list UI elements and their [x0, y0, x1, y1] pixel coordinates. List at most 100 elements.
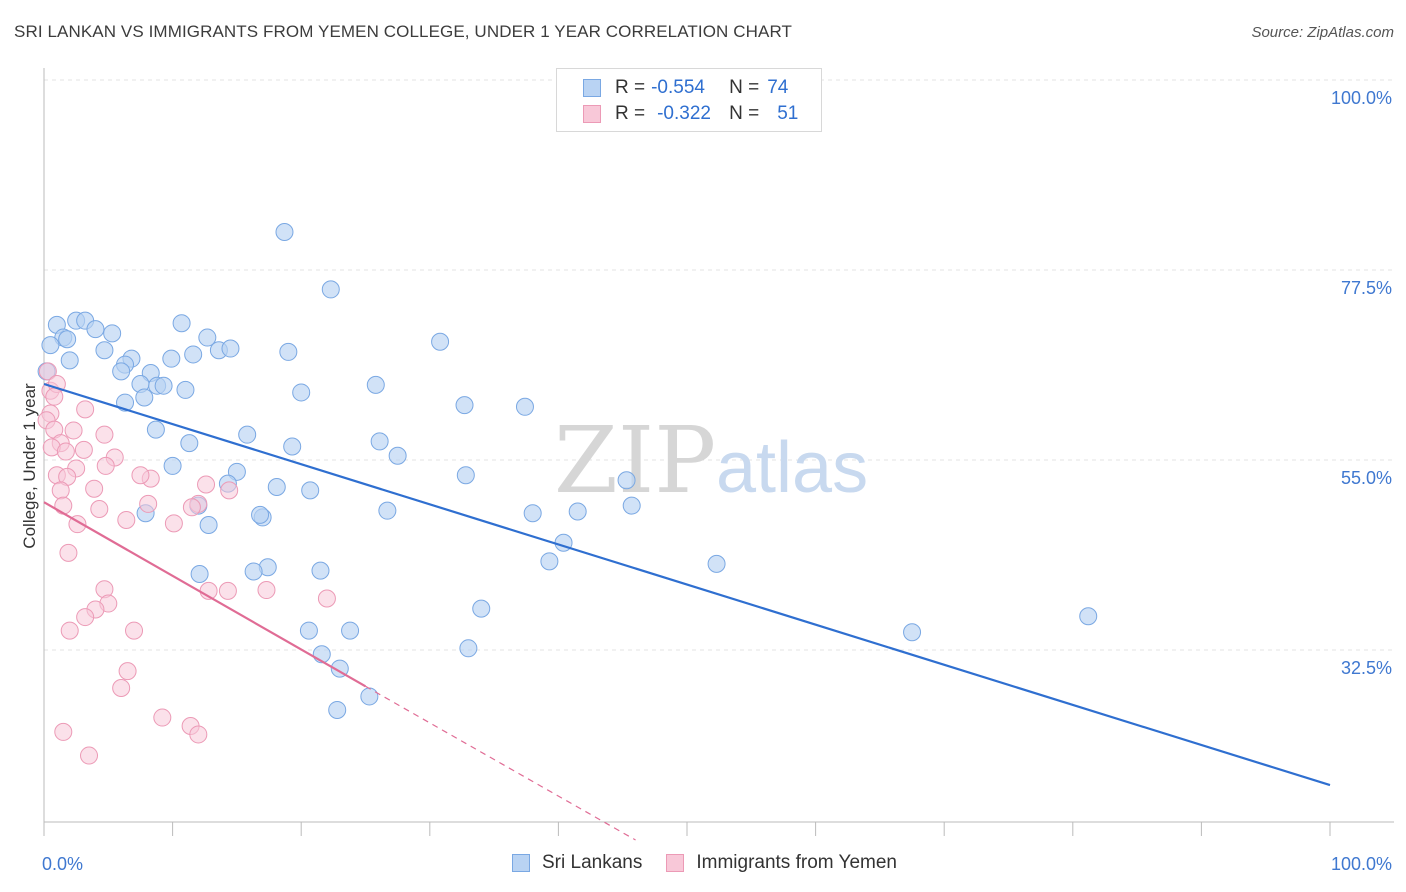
data-point-sri-lankans[interactable]	[95, 341, 114, 360]
data-point-immigrants-from-yemen[interactable]	[131, 466, 150, 485]
data-point-sri-lankans[interactable]	[341, 621, 360, 640]
data-point-sri-lankans[interactable]	[41, 336, 60, 355]
data-point-immigrants-from-yemen[interactable]	[54, 496, 73, 515]
data-point-sri-lankans[interactable]	[431, 332, 450, 351]
data-point-immigrants-from-yemen[interactable]	[317, 589, 336, 608]
data-point-sri-lankans[interactable]	[622, 496, 641, 515]
data-point-sri-lankans[interactable]	[455, 396, 474, 415]
data-point-sri-lankans[interactable]	[199, 516, 218, 535]
data-point-immigrants-from-yemen[interactable]	[96, 456, 115, 475]
data-point-sri-lankans[interactable]	[328, 700, 347, 719]
data-point-sri-lankans[interactable]	[456, 466, 475, 485]
data-point-immigrants-from-yemen[interactable]	[90, 499, 109, 518]
data-point-sri-lankans[interactable]	[617, 471, 636, 490]
data-point-sri-lankans[interactable]	[198, 328, 217, 347]
legend-swatch-blue	[512, 854, 530, 872]
data-point-sri-lankans[interactable]	[1079, 607, 1098, 626]
data-point-immigrants-from-yemen[interactable]	[38, 362, 57, 381]
series-legend: Sri Lankans Immigrants from Yemen	[512, 852, 921, 874]
data-point-sri-lankans[interactable]	[366, 375, 385, 394]
data-point-sri-lankans[interactable]	[360, 687, 379, 706]
legend-r-value: -0.322	[657, 103, 711, 124]
data-point-sri-lankans[interactable]	[238, 425, 257, 444]
data-point-sri-lankans[interactable]	[707, 554, 726, 573]
data-point-sri-lankans[interactable]	[283, 437, 302, 456]
data-point-immigrants-from-yemen[interactable]	[118, 662, 137, 681]
data-point-sri-lankans[interactable]	[180, 434, 199, 453]
data-point-immigrants-from-yemen[interactable]	[182, 498, 201, 517]
data-point-immigrants-from-yemen[interactable]	[56, 442, 75, 461]
x-tick-label: 0.0%	[42, 854, 83, 874]
data-point-immigrants-from-yemen[interactable]	[153, 708, 172, 727]
data-point-sri-lankans[interactable]	[244, 562, 263, 581]
data-point-immigrants-from-yemen[interactable]	[59, 543, 78, 562]
data-point-immigrants-from-yemen[interactable]	[125, 621, 144, 640]
data-point-immigrants-from-yemen[interactable]	[117, 510, 136, 529]
data-point-sri-lankans[interactable]	[135, 388, 154, 407]
data-point-sri-lankans[interactable]	[162, 349, 181, 368]
data-point-immigrants-from-yemen[interactable]	[139, 494, 158, 513]
data-point-sri-lankans[interactable]	[103, 324, 122, 343]
data-point-sri-lankans[interactable]	[299, 621, 318, 640]
data-point-immigrants-from-yemen[interactable]	[80, 746, 99, 765]
data-point-immigrants-from-yemen[interactable]	[54, 722, 73, 741]
data-point-immigrants-from-yemen[interactable]	[64, 421, 83, 440]
data-point-sri-lankans[interactable]	[184, 345, 203, 364]
data-point-sri-lankans[interactable]	[321, 280, 340, 299]
data-point-sri-lankans[interactable]	[903, 623, 922, 642]
data-point-sri-lankans[interactable]	[515, 397, 534, 416]
watermark-zip: ZIP	[554, 407, 716, 514]
data-point-immigrants-from-yemen[interactable]	[189, 725, 208, 744]
data-point-sri-lankans[interactable]	[472, 599, 491, 618]
data-point-sri-lankans[interactable]	[267, 478, 286, 497]
data-point-immigrants-from-yemen[interactable]	[220, 481, 239, 500]
series-sri-lankans	[37, 223, 1098, 719]
data-point-sri-lankans[interactable]	[388, 446, 407, 465]
x-tick-label: 100.0%	[1331, 854, 1392, 874]
data-point-sri-lankans[interactable]	[146, 420, 165, 439]
data-point-sri-lankans[interactable]	[172, 314, 191, 333]
legend-item-sri-lankans[interactable]: Sri Lankans	[512, 852, 642, 874]
data-point-sri-lankans[interactable]	[370, 432, 389, 451]
data-point-immigrants-from-yemen[interactable]	[257, 581, 276, 600]
legend-n-label: N =	[729, 77, 760, 98]
data-point-immigrants-from-yemen[interactable]	[85, 479, 104, 498]
data-point-sri-lankans[interactable]	[279, 342, 298, 361]
data-point-immigrants-from-yemen[interactable]	[95, 425, 114, 444]
data-point-sri-lankans[interactable]	[58, 330, 77, 349]
data-point-immigrants-from-yemen[interactable]	[74, 440, 93, 459]
data-point-immigrants-from-yemen[interactable]	[45, 387, 64, 406]
data-point-immigrants-from-yemen[interactable]	[164, 514, 183, 533]
data-point-sri-lankans[interactable]	[221, 339, 240, 358]
data-point-sri-lankans[interactable]	[251, 505, 270, 524]
watermark-atlas: atlas	[716, 428, 868, 508]
data-point-sri-lankans[interactable]	[311, 561, 330, 580]
data-point-sri-lankans[interactable]	[176, 380, 195, 399]
data-point-sri-lankans[interactable]	[86, 320, 105, 339]
trend-lines	[43, 382, 1331, 841]
data-point-immigrants-from-yemen[interactable]	[112, 679, 131, 697]
data-point-sri-lankans[interactable]	[60, 351, 79, 370]
data-point-sri-lankans[interactable]	[568, 502, 587, 521]
data-point-sri-lankans[interactable]	[275, 223, 294, 241]
data-point-sri-lankans[interactable]	[378, 501, 397, 520]
data-point-sri-lankans[interactable]	[523, 504, 542, 523]
data-point-immigrants-from-yemen[interactable]	[51, 481, 70, 500]
chart-title: SRI LANKAN VS IMMIGRANTS FROM YEMEN COLL…	[14, 22, 792, 41]
data-point-immigrants-from-yemen[interactable]	[76, 608, 95, 627]
legend-label-immigrants-from-yemen: Immigrants from Yemen	[696, 852, 897, 873]
data-point-sri-lankans[interactable]	[112, 362, 131, 381]
legend-item-immigrants-from-yemen[interactable]: Immigrants from Yemen	[666, 852, 897, 874]
data-point-immigrants-from-yemen[interactable]	[218, 581, 237, 600]
data-point-sri-lankans[interactable]	[459, 639, 478, 658]
data-point-sri-lankans[interactable]	[190, 565, 209, 583]
data-point-sri-lankans[interactable]	[292, 383, 311, 402]
data-point-sri-lankans[interactable]	[540, 552, 559, 571]
data-point-sri-lankans[interactable]	[301, 481, 320, 500]
data-point-immigrants-from-yemen[interactable]	[76, 400, 95, 419]
data-point-immigrants-from-yemen[interactable]	[60, 621, 79, 640]
data-point-immigrants-from-yemen[interactable]	[197, 475, 216, 494]
data-point-sri-lankans[interactable]	[163, 456, 182, 475]
data-point-sri-lankans[interactable]	[154, 376, 173, 395]
